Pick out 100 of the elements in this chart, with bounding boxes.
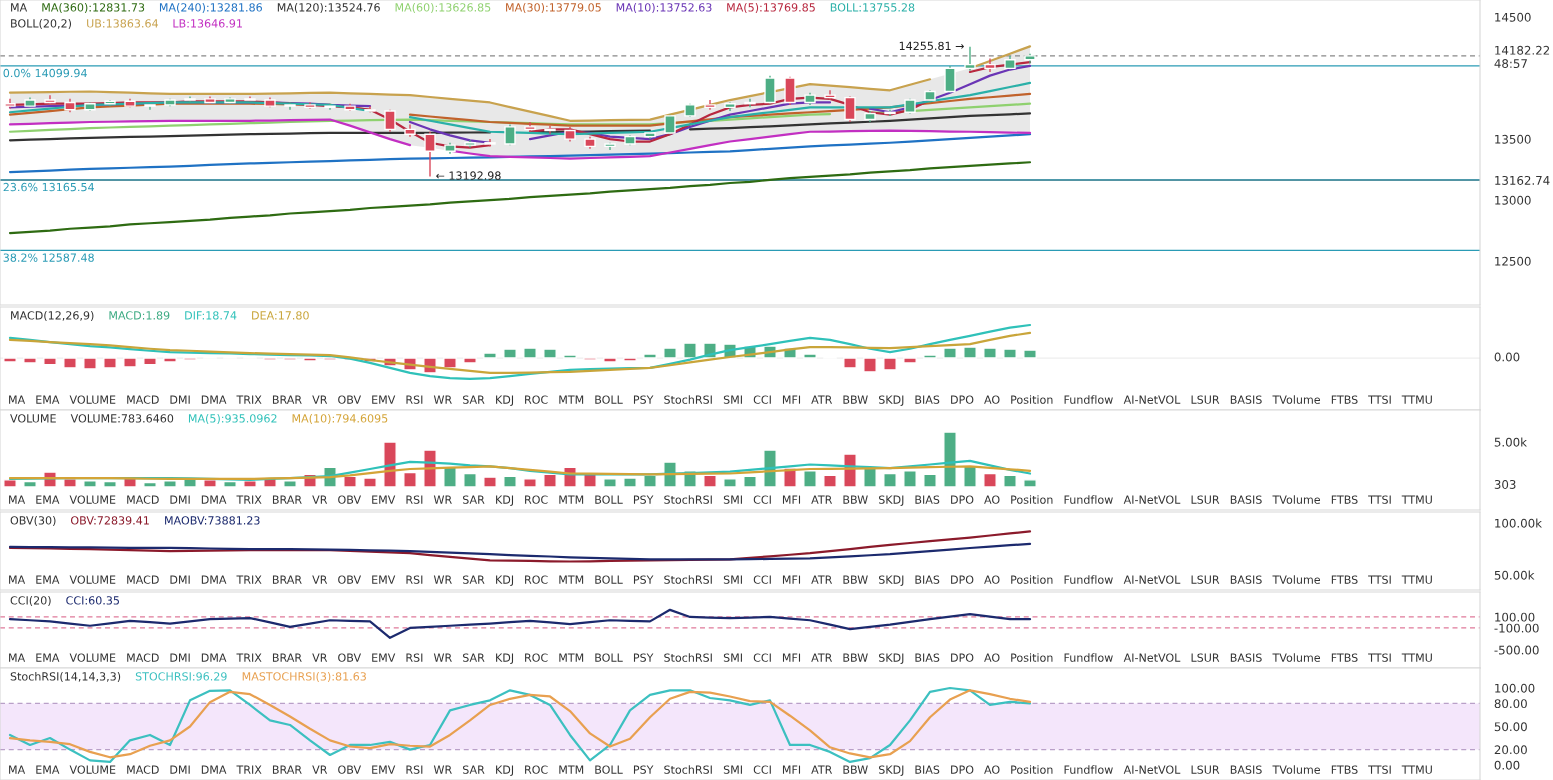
text: TTMU bbox=[1401, 495, 1432, 504]
annotation: RSI bbox=[406, 765, 423, 774]
annotation: CCI bbox=[753, 653, 771, 662]
annotation: MA bbox=[9, 653, 26, 662]
text: Fundflow bbox=[1064, 765, 1113, 774]
annotation: StochRSI bbox=[664, 575, 712, 584]
annotation: SMI bbox=[723, 575, 742, 584]
text: TTSI bbox=[1368, 765, 1391, 774]
y-tick-label: 14500 bbox=[1495, 12, 1531, 22]
text: AI-NetVOL bbox=[1123, 495, 1181, 504]
annotation: SMI bbox=[723, 653, 742, 662]
annotation: SKDJ bbox=[878, 653, 904, 664]
annotation: ROC bbox=[525, 653, 548, 662]
annotation: DMA bbox=[201, 653, 227, 662]
annotation: BIAS bbox=[915, 653, 940, 662]
y-tick-label: 13500 bbox=[1495, 134, 1531, 144]
text: AO bbox=[984, 395, 1000, 404]
text: DMA bbox=[201, 395, 227, 404]
chart-title: OBV(30) bbox=[10, 516, 56, 526]
text: MTM bbox=[559, 395, 584, 404]
text: SAR bbox=[462, 395, 485, 404]
annotation: WR bbox=[433, 495, 452, 504]
annotation: SAR bbox=[462, 765, 485, 774]
annotation: BBW bbox=[843, 495, 868, 504]
annotation: MFI bbox=[782, 575, 801, 584]
annotation: CCI bbox=[753, 765, 771, 774]
text: FTBS bbox=[1331, 395, 1358, 404]
text: FTBS bbox=[1331, 575, 1358, 584]
annotation: DMA bbox=[201, 575, 227, 584]
annotation: SKDJ bbox=[878, 575, 904, 586]
text: OBV:72839.41 bbox=[71, 516, 149, 525]
text: TVolume bbox=[1272, 495, 1321, 504]
chart-title: CCI(20) bbox=[10, 596, 51, 606]
annotation: BBW bbox=[843, 575, 868, 584]
text: DMI bbox=[170, 395, 190, 404]
text: EMV bbox=[372, 395, 396, 404]
text: AI-NetVOL bbox=[1123, 765, 1181, 774]
annotation: WR bbox=[433, 765, 452, 774]
annotation: VR bbox=[312, 495, 328, 504]
annotation: MACD bbox=[127, 653, 159, 662]
text: StochRSI bbox=[664, 395, 712, 404]
text: SMI bbox=[723, 395, 742, 404]
annotation: StochRSI bbox=[664, 765, 712, 774]
annotation: Position bbox=[1011, 575, 1053, 584]
text: MA(30):13779.05 bbox=[506, 3, 601, 13]
annotation: MA bbox=[9, 495, 26, 504]
text: LSUR bbox=[1191, 575, 1220, 584]
series-label: MASTOCHRSI(3):81.63 bbox=[242, 672, 366, 682]
text: CCI bbox=[753, 395, 771, 404]
annotation: StochRSI bbox=[664, 495, 712, 504]
annotation: VOLUME bbox=[69, 653, 116, 662]
text: BRAR bbox=[272, 395, 302, 404]
y-tick-label: 80.00 bbox=[1494, 699, 1527, 709]
text: TTSI bbox=[1368, 495, 1391, 504]
text: LSUR bbox=[1191, 653, 1220, 662]
annotation: KDJ bbox=[496, 653, 514, 664]
annotation: ROC bbox=[525, 495, 548, 504]
annotation: RSI bbox=[406, 495, 423, 504]
annotation: SKDJ bbox=[878, 765, 904, 776]
text: MACD bbox=[127, 395, 159, 404]
y-tick-label: 12500 bbox=[1495, 256, 1531, 266]
text: MA bbox=[9, 395, 26, 404]
annotation: TRIX bbox=[236, 575, 262, 584]
annotation: WR bbox=[433, 653, 452, 662]
annotation: BRAR bbox=[272, 575, 302, 584]
annotation: PSY bbox=[633, 653, 654, 662]
annotation: Position bbox=[1011, 765, 1053, 774]
chart-title: MACD(12,26,9) bbox=[11, 311, 94, 321]
annotation: MA bbox=[9, 575, 26, 584]
annotation: EMA bbox=[36, 765, 60, 774]
text: BASIS bbox=[1230, 395, 1262, 404]
annotation: SKDJ bbox=[878, 495, 904, 506]
text: MA(5):13769.85 bbox=[727, 3, 815, 13]
annotation: MTM bbox=[559, 495, 584, 504]
chart-title: StochRSI(14,14,3,3) bbox=[10, 672, 121, 682]
series-label: CCI:60.35 bbox=[66, 596, 119, 605]
text: MAOBV:73881.23 bbox=[165, 516, 260, 525]
annotation: AO bbox=[984, 765, 1000, 774]
annotation: ROC bbox=[525, 765, 548, 774]
text: MA(360):12831.73 bbox=[42, 3, 145, 13]
annotation: MTM bbox=[559, 765, 584, 774]
text: TVolume bbox=[1272, 395, 1321, 404]
annotation: DPO bbox=[951, 765, 974, 774]
annotation: MA bbox=[9, 765, 26, 774]
annotation: OBV bbox=[338, 653, 362, 662]
annotation: BRAR bbox=[272, 495, 302, 504]
text: SKDJ bbox=[878, 395, 904, 406]
annotation: DMI bbox=[170, 765, 190, 774]
annotation: BBW bbox=[843, 765, 868, 774]
text: BOLL(20,2) bbox=[11, 19, 72, 29]
annotation: EMV bbox=[372, 575, 396, 584]
annotation: EMA bbox=[36, 495, 60, 504]
y-tick-label: 13000 bbox=[1495, 195, 1531, 205]
annotation: SAR bbox=[462, 653, 485, 662]
text: TTMU bbox=[1401, 653, 1432, 662]
ref-line-label: 38.2% 12587.48 bbox=[3, 253, 94, 262]
text: TTSI bbox=[1368, 653, 1391, 662]
annotation: SAR bbox=[462, 495, 485, 504]
annotation: BIAS bbox=[915, 575, 940, 584]
y-tick-label: 0.00 bbox=[1494, 760, 1520, 770]
